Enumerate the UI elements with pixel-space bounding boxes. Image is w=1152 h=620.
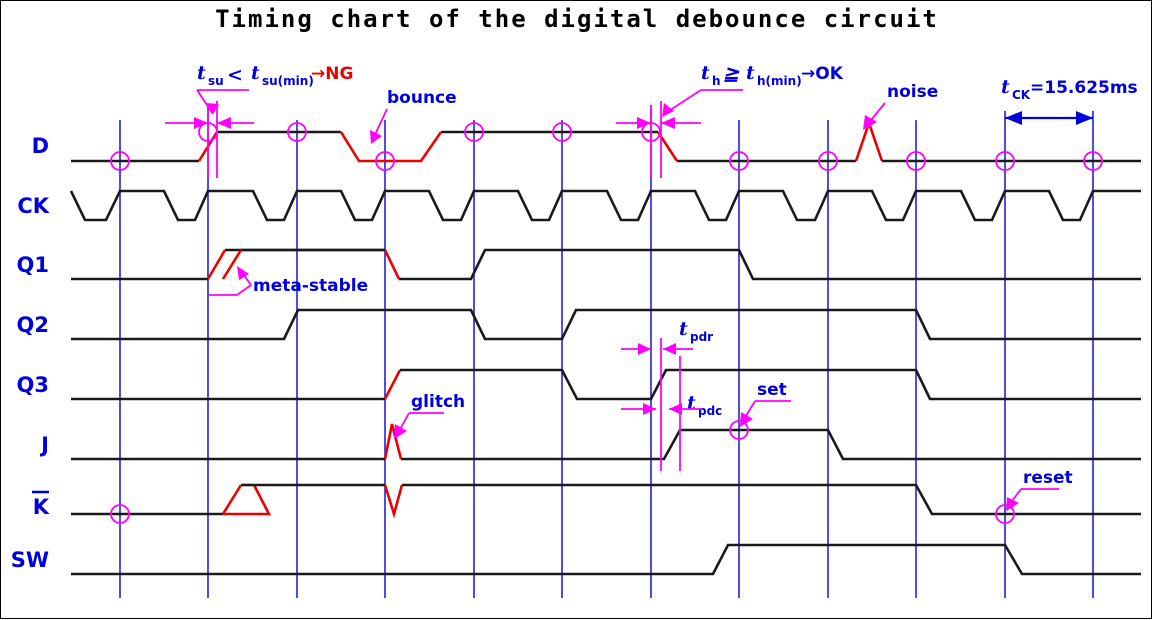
annotation-t-h-ok: t h ≧ t h(min) →OK [616, 62, 844, 178]
t-h-sub-2: h(min) [757, 74, 802, 88]
t-pdc-symbol: t [687, 392, 696, 414]
sample-circle-d-9 [818, 151, 838, 171]
signal-label-SW: SW [11, 548, 49, 572]
signal-labels: D CK Q1 Q2 Q3 J K SW [11, 134, 50, 572]
signal-label-D: D [32, 134, 49, 158]
signal-label-Q1: Q1 [17, 253, 49, 277]
t-su-sub-1: su [208, 74, 224, 88]
meta-stable-label: meta-stable [253, 276, 368, 296]
sample-circle-d-3 [287, 122, 307, 142]
waveform-SW [71, 543, 1141, 576]
waveform-CK [69, 189, 1141, 222]
sample-circle-d-11 [995, 151, 1015, 171]
t-su-text-2: t [251, 62, 260, 84]
sample-circle-d-5 [464, 122, 484, 142]
glitch-label: glitch [411, 392, 465, 412]
signal-label-Q3: Q3 [17, 373, 49, 397]
reset-label: reset [1023, 468, 1073, 488]
waveform-J [71, 423, 1141, 461]
sample-circle-d-12 [1083, 151, 1103, 171]
signal-label-Kbar: K [33, 495, 50, 519]
t-su-sub-2: su(min) [262, 74, 314, 88]
annotation-t-pdc: t pdc [621, 392, 722, 418]
signal-label-Q2: Q2 [17, 313, 49, 337]
waveform-Q1 [71, 248, 1141, 281]
annotation-t-ck: t CK =15.625ms [1001, 76, 1138, 125]
noise-label: noise [887, 82, 938, 102]
t-su-lt: < [227, 64, 243, 86]
t-pdr-symbol: t [679, 318, 688, 340]
sample-circle-d-1 [110, 151, 130, 171]
t-ck-symbol: t [1001, 76, 1010, 98]
sample-circle-d-8 [729, 151, 749, 171]
signal-label-J: J [39, 433, 49, 457]
clock-gridlines [119, 105, 1094, 598]
annotation-bounce: bounce [370, 88, 457, 144]
annotation-t-pdr: t pdr [621, 318, 713, 471]
signal-label-CK: CK [17, 194, 49, 218]
page-title: Timing chart of the digital debounce cir… [215, 5, 939, 33]
sample-circle-kbar-1 [110, 504, 130, 524]
waveform-D [71, 118, 1141, 163]
sample-markers [110, 122, 1103, 524]
annotation-t-su-violation: t su < t su(min) →NG [165, 62, 353, 178]
t-h-text-2: t [746, 62, 755, 84]
t-su-text-1: t [197, 62, 206, 84]
t-h-ge: ≧ [723, 63, 740, 85]
waveform-Kbar [71, 483, 1141, 519]
annotation-set: set [740, 380, 791, 427]
set-label: set [757, 380, 787, 400]
waveform-Q2 [71, 308, 1141, 341]
t-su-ng-label: →NG [311, 64, 353, 84]
t-pdr-subscript: pdr [690, 330, 713, 344]
t-h-ok-label: →OK [801, 64, 844, 84]
sample-circle-j-set [729, 420, 749, 440]
t-h-text-1: t [701, 62, 710, 84]
t-ck-value: =15.625ms [1030, 78, 1138, 98]
annotation-noise: noise [863, 82, 938, 130]
sample-circle-d-4 [375, 151, 395, 171]
t-h-sub-1: h [712, 74, 721, 88]
sample-circle-d-6 [552, 122, 572, 142]
sample-circle-d-10 [906, 151, 926, 171]
annotation-meta-stable: meta-stable [209, 266, 368, 296]
sample-circle-kbar-reset [995, 504, 1015, 524]
bounce-label: bounce [387, 88, 457, 108]
waveform-Q3 [71, 368, 1141, 401]
t-pdc-subscript: pdc [698, 404, 722, 418]
annotation-glitch: glitch [394, 392, 465, 439]
t-ck-subscript: CK [1012, 88, 1031, 102]
annotation-reset: reset [1006, 468, 1073, 511]
